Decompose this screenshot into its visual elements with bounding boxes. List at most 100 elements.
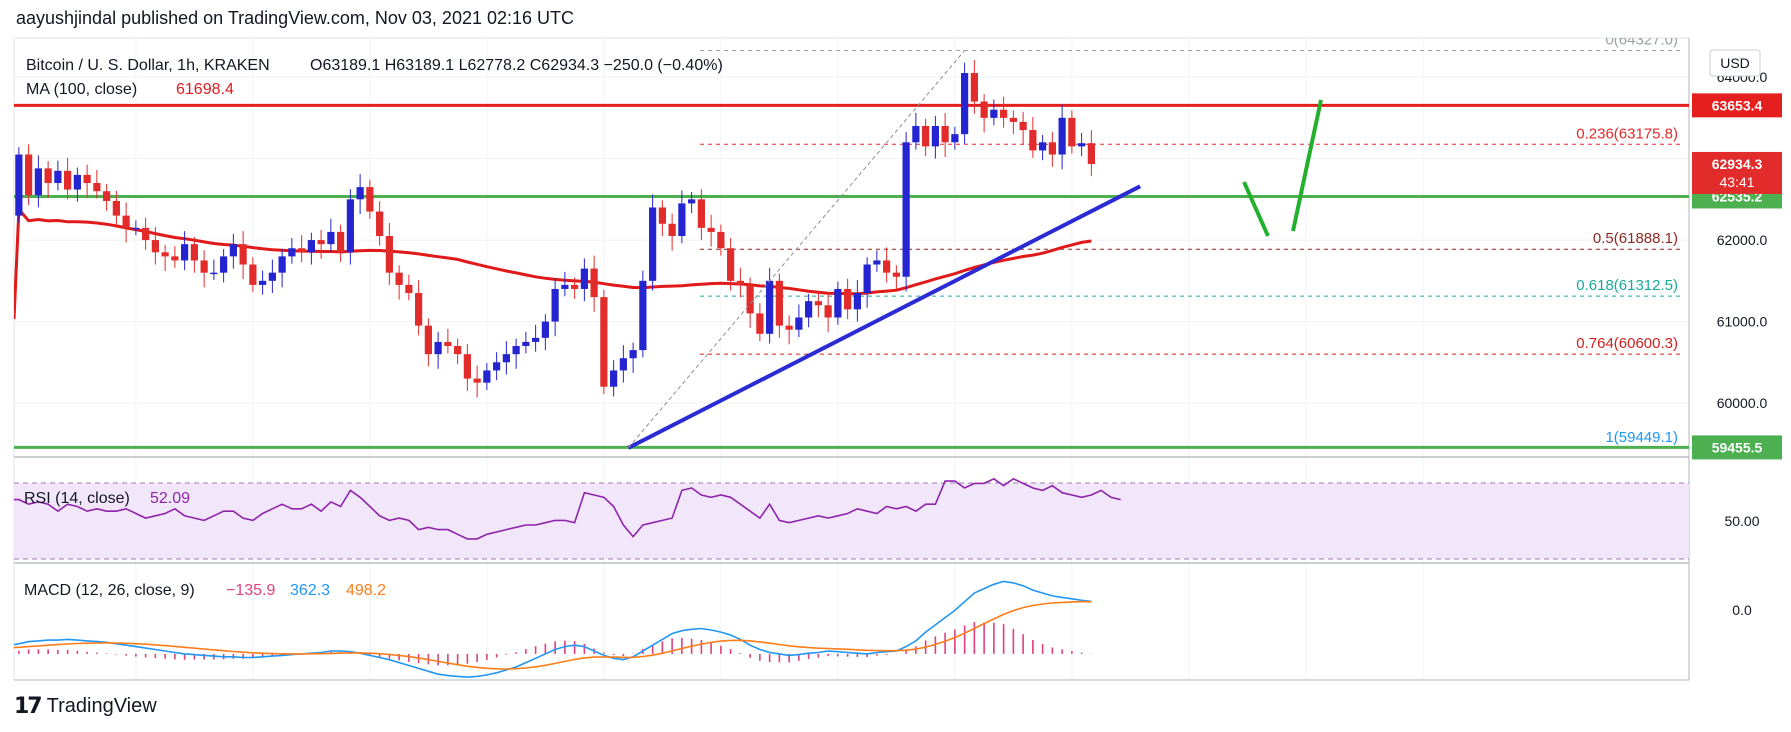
candle-body bbox=[366, 187, 374, 212]
candle-body bbox=[34, 168, 42, 196]
macd-hist-value: −135.9 bbox=[226, 582, 275, 599]
chart[interactable]: 0(64327.0) 0.236(63175.8) 0.5(61888.1) 0.61… bbox=[0, 0, 1791, 690]
candle-body bbox=[317, 240, 325, 245]
trendline[interactable] bbox=[627, 184, 1142, 450]
candle-body bbox=[931, 126, 939, 147]
badge-last-price-bg bbox=[1692, 151, 1782, 194]
candle-body bbox=[922, 126, 930, 147]
candle-body bbox=[190, 244, 198, 261]
candle-body bbox=[707, 227, 715, 232]
candle-body bbox=[434, 341, 442, 355]
macd-signal-value: 498.2 bbox=[346, 582, 386, 599]
candle-body bbox=[834, 288, 842, 318]
badge-support-lower-bg bbox=[1692, 435, 1782, 460]
candle-body bbox=[424, 325, 432, 355]
candle-body bbox=[814, 301, 822, 306]
rsi-label: RSI (14, close) bbox=[24, 490, 130, 507]
fib-level-label: 0.236(63175.8) bbox=[1576, 125, 1678, 142]
candle-body bbox=[493, 362, 501, 371]
candle-body bbox=[54, 170, 62, 184]
fib-level-label: 0.764(60600.3) bbox=[1576, 335, 1678, 352]
grid bbox=[14, 38, 1689, 680]
candle-body bbox=[736, 280, 744, 285]
ma-label: MA (100, close) bbox=[26, 81, 137, 98]
candle-body bbox=[1019, 121, 1027, 131]
fib-level-label: 0(64327.0) bbox=[1605, 31, 1678, 48]
candle-body bbox=[961, 73, 969, 135]
candle-body bbox=[483, 370, 491, 383]
candle-body bbox=[122, 215, 130, 228]
candle-body bbox=[93, 183, 101, 192]
candle-body bbox=[1009, 117, 1017, 122]
candle-body bbox=[142, 227, 150, 241]
price-tick-label: 60000.0 bbox=[1717, 395, 1768, 411]
fibonacci-diagonal[interactable] bbox=[627, 50, 966, 449]
price-tick-label: 61000.0 bbox=[1717, 314, 1768, 330]
candle-body bbox=[619, 358, 627, 371]
arrow-dip-segment bbox=[1242, 181, 1270, 237]
candle-body bbox=[385, 236, 393, 273]
publisher-line: aayushjindal published on TradingView.co… bbox=[16, 8, 575, 28]
macd-value: 362.3 bbox=[290, 582, 330, 599]
macd-label: MACD (12, 26, close, 9) bbox=[24, 582, 195, 599]
candle-body bbox=[697, 199, 705, 228]
rsi-axis-tick: 50.00 bbox=[1724, 513, 1759, 529]
candle-body bbox=[746, 284, 754, 314]
candle-body bbox=[951, 134, 959, 143]
candle-body bbox=[883, 260, 891, 273]
fib-level-label: 0.618(61312.5) bbox=[1576, 277, 1678, 294]
candle-body bbox=[288, 248, 296, 257]
candle-body bbox=[502, 354, 510, 363]
rsi-line bbox=[14, 477, 1121, 540]
arrow-rise-segment bbox=[1291, 99, 1323, 232]
candle-body bbox=[454, 346, 462, 355]
candle-body bbox=[970, 73, 978, 102]
legend: Bitcoin / U. S. Dollar, 1h, KRAKEN O6318… bbox=[24, 57, 723, 599]
candle-body bbox=[912, 126, 920, 143]
candles bbox=[15, 60, 1095, 398]
horizontal-levels[interactable] bbox=[14, 103, 1689, 449]
candle-body bbox=[239, 244, 247, 265]
candle-body bbox=[717, 231, 725, 249]
candle-body bbox=[112, 200, 120, 216]
candle-body bbox=[853, 293, 861, 310]
candle-body bbox=[463, 354, 471, 379]
candle-body bbox=[249, 264, 257, 285]
candle-body bbox=[415, 293, 423, 326]
candle-body bbox=[522, 341, 530, 346]
candle-body bbox=[181, 244, 189, 261]
macd-line bbox=[14, 580, 1092, 678]
candle-body bbox=[151, 240, 159, 253]
candle-body bbox=[561, 284, 569, 289]
candle-body bbox=[990, 109, 998, 118]
candle-body bbox=[1078, 143, 1086, 147]
candle-body bbox=[512, 346, 520, 355]
fib-level-label: 0.5(61888.1) bbox=[1593, 230, 1678, 247]
candle-body bbox=[551, 288, 559, 322]
candle-body bbox=[395, 272, 403, 285]
macd-axis-tick: 0.0 bbox=[1732, 602, 1752, 618]
tradingview-brand[interactable]: 17 TradingView bbox=[14, 694, 157, 719]
candle-body bbox=[649, 207, 657, 281]
rsi-value: 52.09 bbox=[150, 490, 190, 507]
candle-body bbox=[658, 207, 666, 224]
currency-badge[interactable]: USD bbox=[1709, 49, 1761, 77]
candle-body bbox=[346, 199, 354, 253]
currency-label: USD bbox=[1720, 55, 1750, 71]
candle-body bbox=[590, 268, 598, 298]
candle-body bbox=[902, 142, 910, 277]
candle-body bbox=[171, 256, 179, 261]
projection-arrow[interactable] bbox=[1242, 99, 1323, 237]
candle-body bbox=[727, 248, 735, 281]
candle-body bbox=[668, 223, 676, 236]
candle-body bbox=[210, 272, 218, 275]
candle-body bbox=[64, 170, 72, 190]
candle-body bbox=[795, 317, 803, 330]
candle-body bbox=[600, 297, 608, 387]
badge-resistance-bg bbox=[1692, 93, 1782, 118]
candle-body bbox=[444, 341, 452, 346]
candle-body bbox=[532, 337, 540, 342]
rsi-band bbox=[14, 483, 1689, 559]
